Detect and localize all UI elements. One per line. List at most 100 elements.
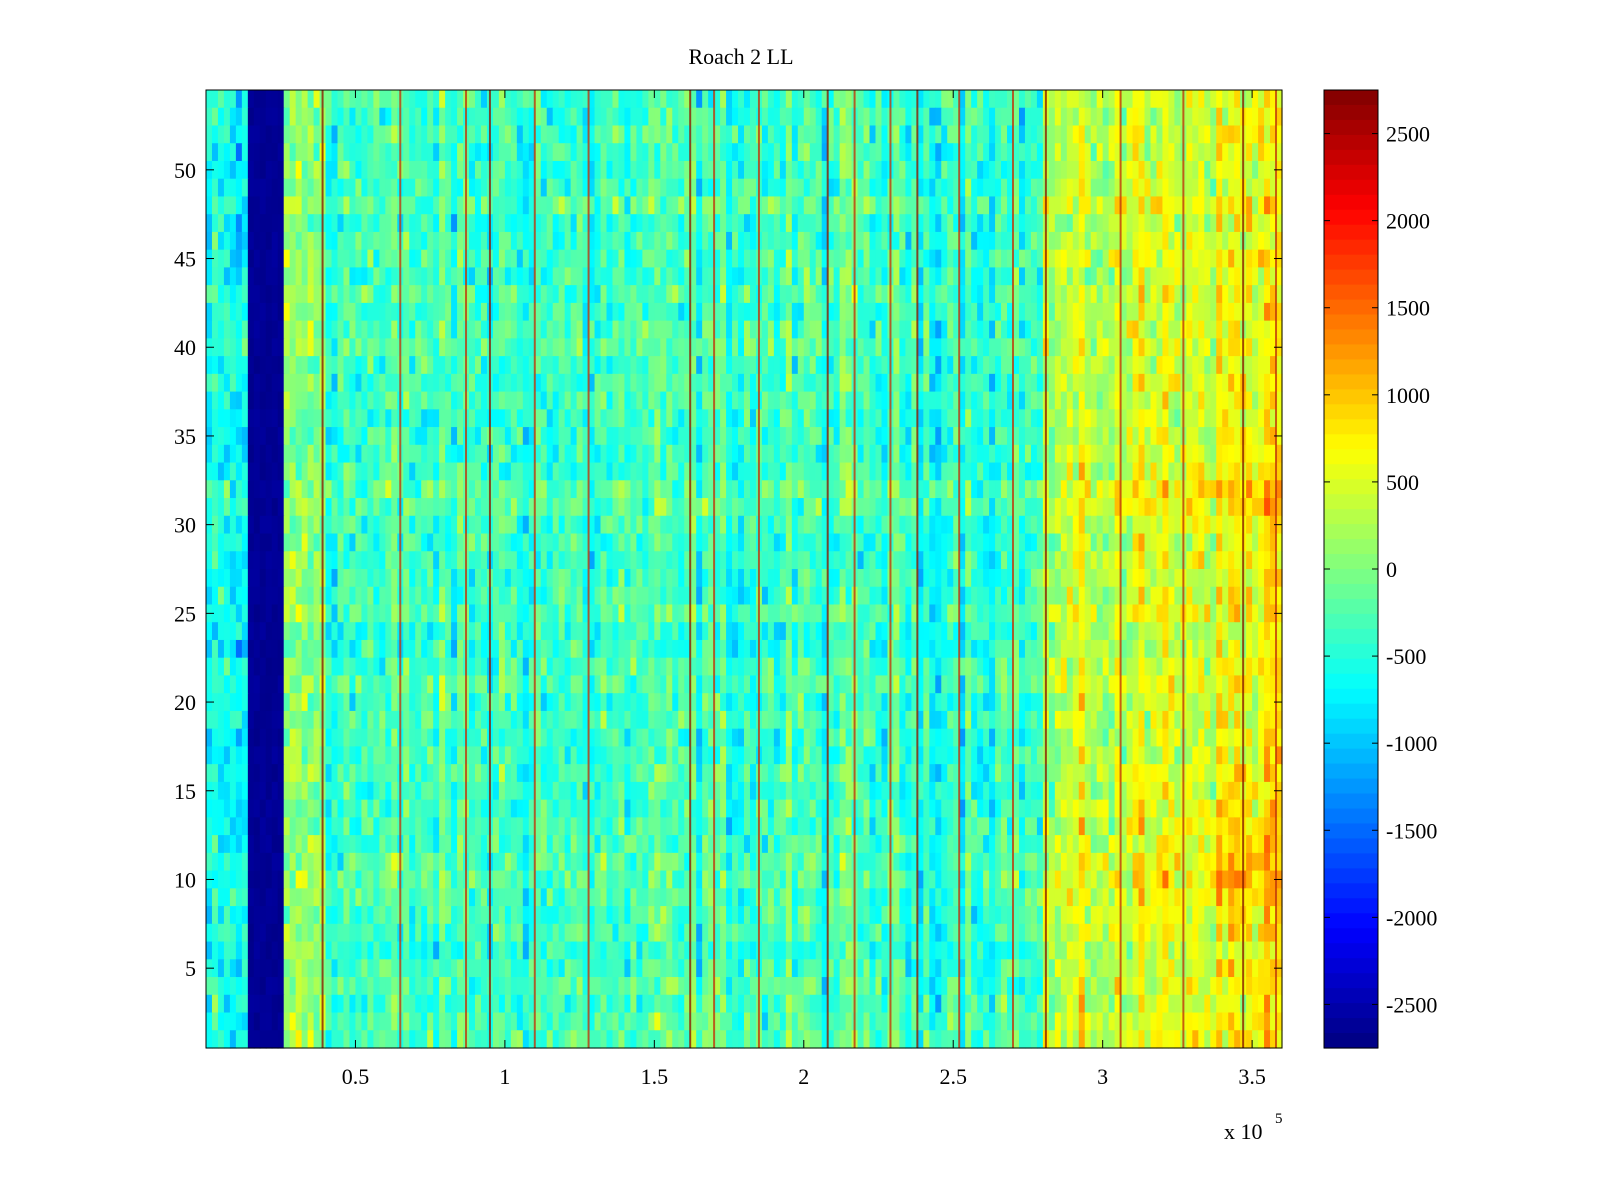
heatmap-cell: [229, 480, 237, 499]
heatmap-cell: [1162, 462, 1170, 481]
heatmap-cell: [206, 444, 213, 464]
heatmap-cell: [761, 214, 769, 233]
heatmap-cell: [206, 320, 213, 339]
heatmap-cell: [1060, 214, 1068, 233]
heatmap-cell: [361, 569, 368, 588]
heatmap-cell: [247, 90, 255, 109]
heatmap-cell: [301, 356, 309, 375]
heatmap-cell: [504, 107, 512, 127]
heatmap-cell: [839, 515, 847, 535]
heatmap-cell: [301, 90, 309, 109]
heatmap-cell: [959, 107, 966, 127]
heatmap-cell: [301, 249, 309, 269]
heatmap-cell: [594, 391, 602, 410]
heatmap-cell: [606, 551, 614, 570]
heatmap-cell: [1054, 267, 1062, 286]
heatmap-cell: [1066, 373, 1074, 393]
heatmap-cell: [289, 302, 297, 322]
heatmap-cell: [1186, 249, 1193, 269]
heatmap-cell: [229, 90, 237, 109]
heatmap-cell: [696, 302, 703, 322]
heatmap-cell: [923, 90, 930, 109]
heatmap-cell: [301, 302, 309, 322]
heatmap-cell: [546, 498, 554, 517]
heatmap-cell: [863, 214, 871, 233]
heatmap-cell: [373, 551, 380, 570]
heatmap-cell: [475, 515, 482, 535]
heatmap-cell: [439, 90, 446, 109]
heatmap-cell: [510, 214, 518, 233]
heatmap-cell: [379, 285, 386, 304]
heatmap-cell: [1018, 427, 1026, 446]
heatmap-cell: [809, 267, 817, 286]
heatmap-cell: [361, 249, 368, 269]
heatmap-cell: [307, 462, 315, 481]
heatmap-cell: [421, 214, 428, 233]
heatmap-cell: [714, 214, 721, 233]
heatmap-cell: [899, 214, 906, 233]
heatmap-cell: [421, 480, 428, 499]
heatmap-cell: [217, 409, 225, 428]
heatmap-cell: [510, 90, 518, 109]
heatmap-cell: [660, 533, 667, 552]
heatmap-cell: [373, 391, 380, 410]
heatmap-cell: [325, 356, 333, 375]
heatmap-cell: [624, 196, 632, 215]
heatmap-cell: [1090, 196, 1098, 215]
heatmap-cell: [749, 373, 757, 393]
heatmap-cell: [594, 178, 602, 198]
heatmap-cell: [618, 373, 626, 393]
heatmap-cell: [714, 125, 721, 144]
heatmap-cell: [869, 196, 877, 215]
heatmap-cell: [403, 302, 410, 322]
heatmap-cell: [995, 267, 1002, 286]
heatmap-cell: [427, 444, 434, 464]
heatmap-cell: [636, 427, 643, 446]
heatmap-cell: [211, 427, 219, 446]
heatmap-cell: [749, 196, 757, 215]
heatmap-cell: [1270, 107, 1277, 127]
heatmap-cell: [606, 125, 614, 144]
heatmap-cell: [343, 338, 351, 357]
heatmap-cell: [630, 196, 637, 215]
heatmap-cell: [929, 214, 936, 233]
heatmap-cell: [863, 515, 871, 535]
heatmap-cell: [690, 302, 697, 322]
heatmap-cell: [1090, 515, 1098, 535]
heatmap-cell: [1036, 320, 1044, 339]
heatmap-cell: [331, 214, 339, 233]
heatmap-cell: [989, 285, 996, 304]
heatmap-cell: [1138, 409, 1146, 428]
heatmap-cell: [905, 409, 912, 428]
heatmap-cell: [504, 444, 512, 464]
heatmap-cell: [630, 533, 637, 552]
heatmap-cell: [1018, 551, 1026, 570]
heatmap-cell: [935, 427, 942, 446]
heatmap-cell: [1162, 178, 1170, 198]
heatmap-cell: [1096, 125, 1104, 144]
heatmap-cell: [409, 569, 416, 588]
heatmap-cell: [277, 462, 285, 481]
heatmap-cell: [385, 302, 392, 322]
heatmap-cell: [600, 267, 608, 286]
heatmap-cell: [773, 427, 781, 446]
heatmap-cell: [857, 178, 865, 198]
heatmap-cell: [289, 160, 297, 180]
heatmap-cell: [672, 160, 679, 180]
heatmap-cell: [636, 444, 643, 464]
heatmap-cell: [803, 338, 811, 357]
heatmap-cell: [845, 551, 853, 570]
heatmap-cell: [678, 160, 685, 180]
heatmap-cell: [1036, 444, 1044, 464]
heatmap-cell: [989, 356, 996, 375]
heatmap-cell: [1084, 338, 1092, 357]
heatmap-cell: [803, 125, 811, 144]
heatmap-cell: [1138, 107, 1146, 127]
heatmap-cell: [935, 498, 942, 517]
heatmap-cell: [1120, 409, 1128, 428]
heatmap-cell: [809, 285, 817, 304]
heatmap-cell: [570, 391, 578, 410]
heatmap-cell: [445, 267, 452, 286]
heatmap-cell: [803, 285, 811, 304]
heatmap-cell: [947, 569, 954, 588]
